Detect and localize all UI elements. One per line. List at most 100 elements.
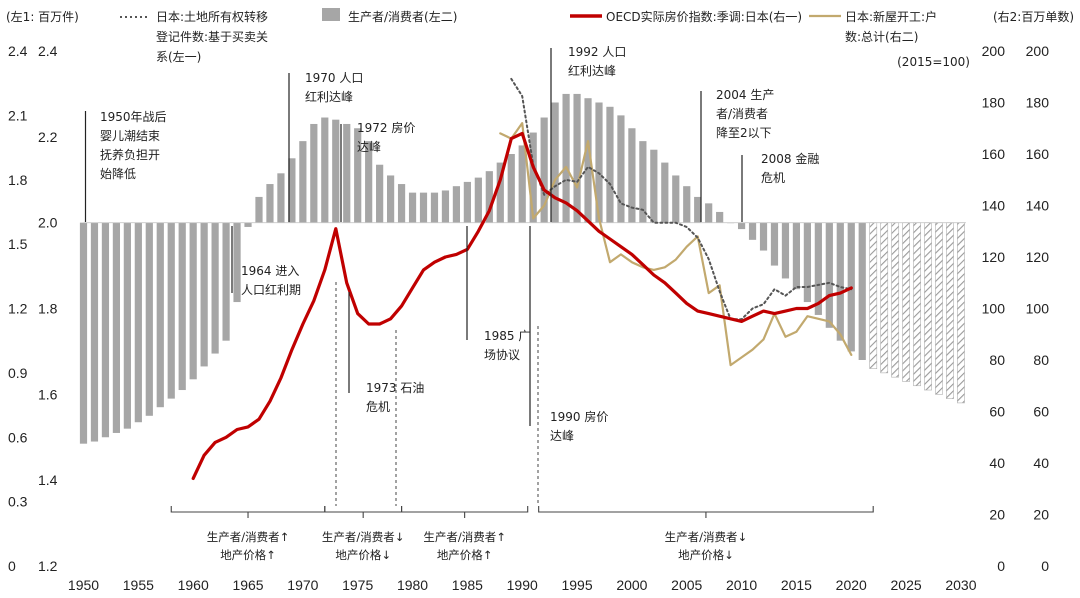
left-axis-ticks: 0 0.3 0.6 0.9 1.2 1.5 1.8 2.1 2.4 1.2 1.4 1.6 1.8 2.0…	[8, 43, 58, 574]
legend-label: OECD实际房价指数:季调:日本(右一)	[606, 9, 802, 24]
ratio-bar	[474, 177, 482, 223]
right-axis-2-tick: 80	[1033, 352, 1049, 368]
ratio-bar	[814, 222, 822, 315]
annotation-text: 1990 房价	[550, 409, 608, 424]
x-axis-tick: 1955	[123, 577, 154, 593]
right-axis-1-tick: 140	[982, 198, 1006, 214]
ratio-bar	[354, 128, 362, 223]
annotation-text: 红利达峰	[305, 89, 353, 104]
ratio-bar	[836, 222, 844, 341]
legend-label: 系(左一)	[156, 49, 201, 64]
annotation-text: 1973 石油	[366, 381, 424, 395]
ratio-bar	[485, 171, 493, 223]
ratio-bar	[79, 222, 88, 444]
x-axis-tick: 1975	[342, 577, 373, 593]
right-axis-1-tick: 20	[989, 507, 1005, 523]
x-axis-tick: 1950	[68, 577, 99, 593]
left-axis-1-tick: 1.2	[8, 301, 28, 317]
ratio-bar	[683, 186, 691, 223]
x-axis-tick: 2020	[836, 577, 867, 593]
x-axis-tick: 1960	[178, 577, 209, 593]
left-axis-2-tick: 2.4	[38, 43, 58, 59]
x-axis-tick: 2030	[945, 577, 976, 593]
ratio-bar	[387, 175, 395, 223]
annotation-text: 婴儿潮结束	[100, 128, 160, 143]
right-axis-2-tick: 120	[1026, 249, 1050, 265]
annotation-text: 达峰	[357, 140, 381, 154]
right-axis-2-tick: 180	[1026, 95, 1050, 111]
ratio-bar-forecast	[935, 222, 943, 395]
annotation-text: 2004 生产	[716, 88, 774, 102]
x-axis-tick: 2025	[891, 577, 922, 593]
period-label: 生产者/消费者↑	[423, 530, 506, 544]
ratio-bar	[112, 222, 121, 433]
ratio-bar	[266, 184, 274, 223]
period-label: 生产者/消费者↑	[207, 530, 290, 544]
x-axis-tick: 1980	[397, 577, 428, 593]
ratio-bar-forecast	[880, 222, 889, 374]
period-label: 地产价格↑	[437, 548, 493, 562]
right-axis-2-tick: 60	[1033, 404, 1049, 420]
ratio-bar	[716, 211, 724, 223]
right-axis-1-tick: 120	[982, 249, 1006, 265]
ratio-bar	[397, 184, 406, 223]
period-bracket	[324, 506, 403, 518]
left-axis-1-tick: 1.5	[8, 236, 28, 252]
ratio-bar	[584, 98, 592, 223]
right-axis-ticks: 0 20 40 60 80 100 120 140 160 180 200 0 20 40 60 80 100 1…	[982, 43, 1050, 574]
ratio-bar	[650, 149, 658, 223]
ratio-bar-forecast	[924, 222, 932, 391]
ratio-bar	[123, 222, 131, 429]
left-axis-1-tick: 2.1	[8, 107, 28, 123]
period-bracket	[170, 506, 326, 518]
annotation-text: 危机	[366, 400, 390, 414]
period-label: 地产价格↓	[678, 548, 734, 562]
legend-label: 日本:土地所有权转移	[156, 9, 268, 24]
annotation-text: 场协议	[484, 347, 520, 362]
left-axis-2-tick: 2.2	[38, 129, 58, 145]
right-axis-unit: (2015=100)	[897, 55, 970, 69]
x-axis-tick: 1995	[561, 577, 592, 593]
annotation-text: 始降低	[100, 167, 136, 181]
legend-swatch-bar	[322, 8, 340, 21]
ratio-bar	[222, 222, 230, 341]
ratio-bar	[705, 203, 713, 223]
ratio-bar	[825, 222, 833, 328]
ratio-bar	[277, 173, 285, 223]
right-axis-title: (右2:百万单数)	[993, 9, 1074, 24]
left-axis-2-tick: 1.2	[38, 558, 58, 574]
ratio-bar	[211, 222, 219, 354]
period-label: 地产价格↓	[335, 548, 391, 562]
period-bracket	[401, 506, 529, 518]
right-axis-2-tick: 160	[1026, 146, 1050, 162]
annotation-text: 者/消费者	[716, 107, 768, 121]
ratio-bar	[759, 222, 768, 251]
right-axis-1-tick: 60	[989, 404, 1005, 420]
ratio-bar	[573, 93, 581, 223]
ratio-bar	[507, 154, 515, 223]
ratio-bar	[156, 222, 164, 408]
ratio-bar	[452, 186, 461, 223]
annotation-text: 抚养负担开	[100, 147, 160, 162]
right-axis-1-tick: 40	[989, 455, 1005, 471]
left-axis-1-tick: 2.4	[8, 43, 28, 59]
annotation-text: 人口红利期	[241, 282, 301, 297]
right-axis-1-tick: 200	[982, 43, 1006, 59]
ratio-bar	[628, 128, 636, 223]
ratio-bar	[244, 222, 252, 227]
ratio-bar	[748, 222, 757, 240]
x-axis-tick: 1970	[287, 577, 318, 593]
ratio-bar	[101, 222, 110, 438]
ratio-bars	[79, 93, 965, 444]
ratio-bar	[178, 222, 186, 391]
x-axis-tick: 2005	[671, 577, 702, 593]
right-axis-1-tick: 0	[997, 558, 1005, 574]
axis-titles: (左1: 百万件) (右2:百万单数) (2015=100)	[6, 9, 1074, 69]
ratio-bar	[463, 181, 471, 223]
annotation-text: 1985 广	[484, 329, 530, 343]
x-axis-tick: 2015	[781, 577, 812, 593]
ratio-bar	[299, 141, 307, 223]
annotation-text: 2008 金融	[761, 151, 819, 166]
ratio-bar	[90, 222, 99, 442]
